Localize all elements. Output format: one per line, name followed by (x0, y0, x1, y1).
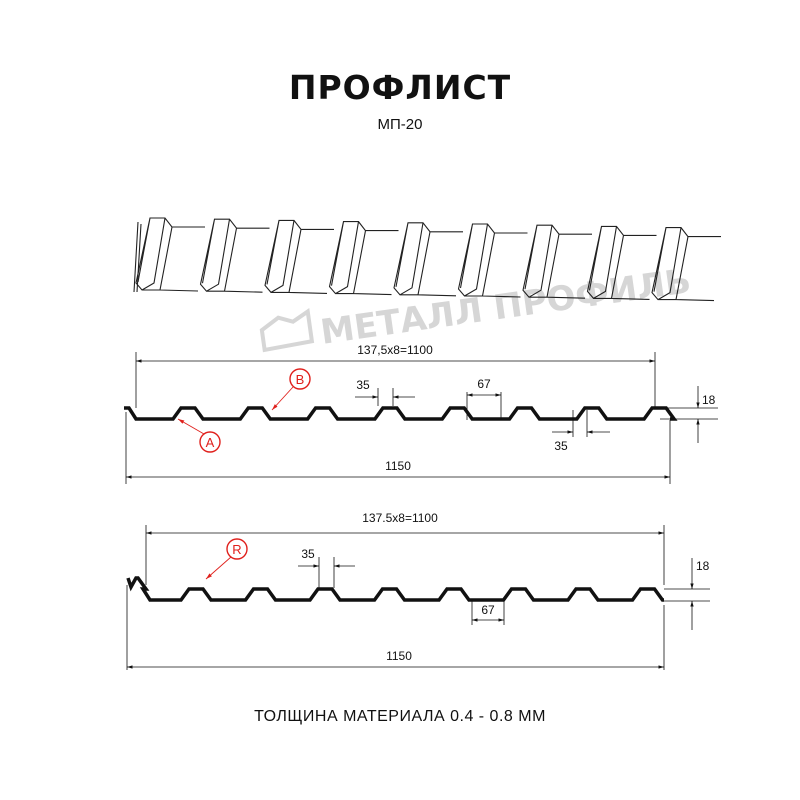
profile-a: 137,5x8=1100 1150 35 67 35 18 A B (124, 343, 718, 484)
sheet-rib (264, 219, 334, 294)
sheet-rib (457, 223, 528, 298)
trough-label: 67 (481, 603, 495, 617)
marker-b-label: B (296, 372, 305, 387)
marker-a-label: A (206, 435, 215, 450)
height-label: 18 (702, 393, 716, 407)
width-label: 1150 (385, 459, 411, 473)
profile-b-outline (126, 576, 664, 602)
width-label: 1150 (386, 649, 412, 663)
sheet-rib (522, 224, 592, 299)
rib-bottom-label: 35 (554, 439, 568, 453)
marker-b: B (271, 368, 311, 411)
watermark-text: МЕТАЛЛ ПРОФИЛЬ (318, 261, 693, 353)
profile-b: 137.5x8=1100 1150 35 67 18 R (126, 511, 710, 670)
sheet-rib (135, 217, 205, 292)
trough-label: 67 (477, 377, 491, 391)
sheet-3d-view (133, 217, 721, 302)
rib-top-label: 35 (301, 547, 315, 561)
height-label: 18 (696, 559, 710, 573)
marker-r: R (205, 538, 248, 580)
profile-a-outline (124, 406, 678, 421)
sheet-edge (133, 221, 142, 293)
pitch-label: 137,5x8=1100 (357, 343, 433, 357)
watermark: МЕТАЛЛ ПРОФИЛЬ (259, 261, 693, 353)
sheet-rib (328, 221, 399, 296)
marker-r-label: R (232, 542, 241, 557)
page-title: ПРОФЛИСТ (288, 68, 512, 107)
sheet-rib (199, 218, 270, 293)
pitch-label: 137.5x8=1100 (362, 511, 438, 525)
sheet-rib (393, 222, 463, 297)
rib-top-label: 35 (356, 378, 370, 392)
sheet-rib (651, 227, 721, 302)
sheet-rib (586, 225, 657, 300)
marker-a: A (177, 418, 221, 453)
material-thickness-note: ТОЛЩИНА МАТЕРИАЛА 0.4 - 0.8 ММ (254, 708, 546, 725)
model-subtitle: МП-20 (377, 116, 423, 133)
